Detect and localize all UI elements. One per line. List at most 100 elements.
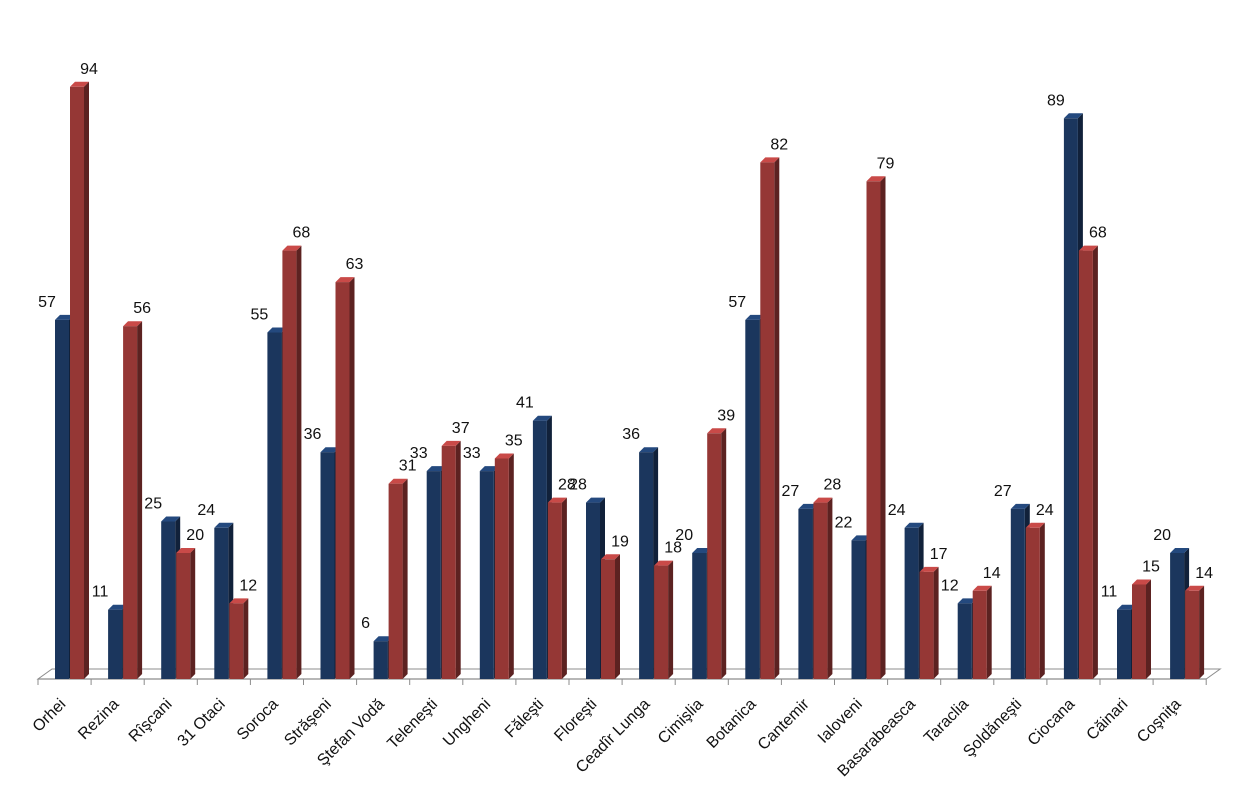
bar-top-face (1025, 522, 1045, 528)
category-label-18: Şoldăneşti (960, 696, 1025, 761)
data-label-series2-0: 94 (80, 61, 98, 78)
bar-side-face (243, 598, 249, 679)
bar-top-face (972, 585, 992, 591)
bar-top-face (851, 535, 871, 541)
bar-top-face (70, 81, 89, 87)
bar-top-face (1063, 113, 1083, 119)
bar-top-face (707, 428, 727, 434)
category-label-21: Coşniţa (1134, 696, 1184, 746)
data-label-series2-20: 15 (1142, 559, 1160, 576)
data-label-series2-16: 17 (930, 546, 948, 563)
bar-side-face (880, 176, 886, 680)
bar-side-face (349, 277, 355, 679)
bar-series2-0 (70, 81, 89, 680)
bar-front-face (745, 319, 760, 679)
bar-side-face (774, 157, 780, 679)
bar-front-face (426, 471, 441, 679)
bar-side-face (402, 478, 408, 679)
bar-front-face (904, 527, 919, 679)
data-label-series2-3: 12 (239, 577, 257, 594)
bar-series2-11 (654, 560, 674, 679)
bar-side-face (561, 497, 567, 679)
data-label-series1-1: 11 (92, 584, 109, 601)
bar-top-face (282, 245, 302, 251)
bar-side-face (1146, 579, 1151, 679)
bar-top-face (123, 321, 143, 327)
bar-series2-17 (972, 585, 992, 679)
bar-top-face (1132, 579, 1151, 585)
bar-front-face (388, 483, 403, 679)
bar-top-face (1010, 503, 1030, 509)
bar-top-face (813, 497, 833, 503)
data-label-series2-10: 19 (611, 533, 629, 550)
data-label-series1-20: 11 (1101, 584, 1118, 601)
bar-front-face (639, 452, 654, 679)
bar-top-face (176, 548, 196, 553)
data-label-series2-6: 31 (399, 458, 417, 475)
bar-top-face (692, 548, 712, 553)
bar-front-face (373, 641, 388, 679)
bar-top-face (639, 447, 659, 453)
bar-top-face (745, 314, 765, 320)
bar-series2-18 (1025, 522, 1045, 679)
bar-top-face (1117, 604, 1136, 610)
category-label-12: Cimişlia (655, 696, 707, 748)
data-label-series1-2: 25 (144, 496, 162, 513)
bar-front-face (798, 508, 813, 679)
bar-series2-12 (707, 428, 727, 679)
data-label-series1-18: 27 (994, 483, 1012, 500)
bar-front-face (229, 603, 244, 679)
bar-front-face (282, 250, 297, 679)
data-label-series2-9: 28 (558, 477, 576, 494)
bar-front-face (919, 571, 934, 679)
bar-side-face (296, 245, 302, 679)
data-label-series1-12: 20 (675, 527, 693, 544)
bar-front-face (176, 553, 191, 679)
data-label-series2-2: 20 (186, 527, 204, 544)
data-label-series1-0: 57 (38, 294, 56, 311)
bar-series2-16 (919, 566, 939, 679)
bar-front-face (494, 458, 509, 679)
data-label-series2-8: 35 (505, 433, 523, 450)
data-label-series2-5: 63 (346, 256, 364, 273)
data-label-series1-8: 33 (463, 445, 481, 462)
bar-top-face (108, 604, 128, 610)
bar-top-face (55, 314, 74, 320)
bar-front-face (441, 445, 456, 679)
bar-series2-15 (866, 176, 886, 680)
bar-top-face (866, 176, 886, 182)
data-label-series1-9: 41 (516, 395, 534, 412)
bar-front-face (1132, 584, 1146, 679)
bar-series2-3 (229, 598, 249, 679)
bar-top-face (919, 566, 939, 572)
bar-front-face (1063, 118, 1078, 680)
bar-top-face (214, 522, 234, 528)
data-label-series1-10: 28 (569, 477, 587, 494)
category-label-13: Botanica (704, 696, 760, 752)
bar-side-face (1199, 585, 1205, 679)
bar-top-face (373, 636, 393, 642)
data-label-series2-19: 68 (1089, 225, 1107, 242)
bar-series2-6 (388, 478, 408, 679)
data-label-series2-18: 24 (1036, 502, 1054, 519)
data-label-series1-6: 6 (361, 615, 370, 632)
bar-front-face (70, 86, 84, 680)
bar-top-face (267, 327, 287, 333)
data-label-series2-1: 56 (133, 300, 151, 317)
bar-side-face (455, 440, 461, 679)
bar-series2-8 (494, 453, 514, 679)
bar-side-face (827, 497, 833, 679)
bar-series2-14 (813, 497, 833, 679)
bar-series2-21 (1185, 585, 1205, 679)
data-label-series1-7: 33 (410, 445, 428, 462)
bar-front-face (55, 319, 69, 679)
bar-front-face (586, 502, 600, 679)
bar-front-face (547, 502, 562, 679)
bar-side-face (137, 321, 143, 679)
data-label-series2-14: 28 (824, 477, 842, 494)
bar-front-face (335, 282, 350, 679)
data-label-series2-4: 68 (293, 225, 311, 242)
category-label-4: Soroca (234, 696, 282, 744)
category-label-1: Rezina (75, 696, 122, 743)
